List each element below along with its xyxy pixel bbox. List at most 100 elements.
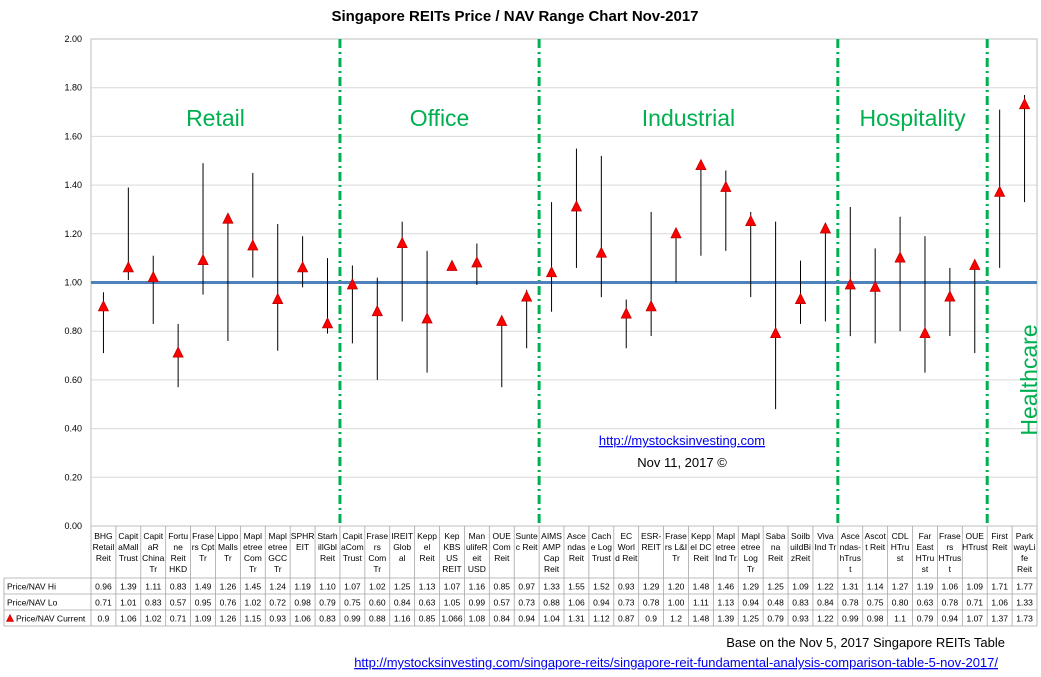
footer-link[interactable]: http://mystocksinvesting.com/singapore-r… <box>354 655 998 670</box>
category-label: Kep KBS US REIT <box>442 531 461 574</box>
table-cell: 1.49 <box>195 582 212 592</box>
table-cell: 0.71 <box>95 598 112 608</box>
current-marker <box>695 158 707 171</box>
range-lines <box>102 95 1026 410</box>
category-label: Fortu ne Reit HKD <box>168 531 188 574</box>
current-marker <box>371 304 383 317</box>
table-cell: 1.15 <box>245 614 262 624</box>
table-cell: 0.83 <box>792 598 809 608</box>
table-cell: 0.93 <box>269 614 286 624</box>
table-cell: 1.09 <box>195 614 212 624</box>
table-cell: 1.25 <box>394 582 411 592</box>
y-tick-label: 1.00 <box>64 278 82 288</box>
category-label: Capit aCom Trust <box>341 531 364 563</box>
table-cell: 1.05 <box>444 598 461 608</box>
category-label: Asce ndas Reit <box>567 531 586 563</box>
category-label: Mapl etree Ind Tr <box>715 531 737 563</box>
table-cell: 0.88 <box>369 614 386 624</box>
category-label: Far East HTru st <box>916 531 935 574</box>
category-label: ESR-REIT <box>641 531 661 552</box>
category-label: SPHR EIT <box>291 531 315 552</box>
category-label: OUE Com Reit <box>493 531 512 563</box>
table-cell: 0.75 <box>344 598 361 608</box>
current-marker <box>222 212 234 224</box>
table-cell: 1.33 <box>1016 598 1033 608</box>
table-cell: 1.16 <box>394 614 411 624</box>
table-row-label: Price/NAV Hi <box>7 582 56 592</box>
category-label: Kepp el Reit <box>417 531 437 563</box>
table-cell: 1.29 <box>643 582 660 592</box>
table-cell: 0.97 <box>518 582 535 592</box>
table-cell: 1.46 <box>718 582 735 592</box>
table-cell: 0.88 <box>543 598 560 608</box>
table-cell: 0.71 <box>966 598 983 608</box>
category-label: IREIT Glob al <box>391 531 413 563</box>
table-cell: 0.84 <box>817 598 834 608</box>
current-marker <box>745 214 757 227</box>
category-label: Lippo Malls Tr <box>218 531 239 563</box>
table-cell: 1.02 <box>145 614 162 624</box>
table-cell: 1.45 <box>245 582 262 592</box>
table-cell: 0.79 <box>767 614 784 624</box>
annotation-link[interactable]: http://mystocksinvesting.com <box>599 433 765 448</box>
current-marker <box>819 222 832 234</box>
current-marker <box>645 299 657 312</box>
table-cell: 0.73 <box>518 598 535 608</box>
category-label: Kepp el DC Reit <box>690 531 711 563</box>
table-cell: 1.04 <box>543 614 560 624</box>
table-cell: 1.12 <box>593 614 610 624</box>
current-marker <box>944 290 956 302</box>
category-label: AIMS AMP Cap Reit <box>541 531 562 574</box>
table-cell: 1.26 <box>220 614 237 624</box>
current-marker <box>396 236 408 248</box>
table-cell: 1.77 <box>1016 582 1033 592</box>
category-label: Capit aR China Tr <box>142 531 164 574</box>
table-cell: 0.79 <box>319 598 336 608</box>
table-cell: 0.94 <box>942 614 959 624</box>
table-cell: 0.78 <box>643 598 660 608</box>
current-markers <box>97 97 1031 358</box>
table-cell: 1.26 <box>220 582 237 592</box>
current-marker <box>521 290 533 302</box>
table-cell: 0.83 <box>319 614 336 624</box>
table-cell: 1.13 <box>419 582 436 592</box>
table-cell: 1.09 <box>966 582 983 592</box>
current-marker <box>421 312 433 324</box>
table-cell: 0.98 <box>867 614 884 624</box>
sector-label-retail: Retail <box>186 105 245 131</box>
table-cell: 1.06 <box>294 614 311 624</box>
category-label: Man ulifeR eit USD <box>466 531 488 574</box>
table-cell: 0.84 <box>493 614 510 624</box>
table-cell: 0.48 <box>767 598 784 608</box>
footer-note: Base on the Nov 5, 2017 Singapore REITs … <box>726 635 1005 650</box>
table-cell: 0.85 <box>493 582 510 592</box>
table-cell: 1.39 <box>120 582 137 592</box>
table-cell: 0.79 <box>917 614 934 624</box>
table-cell: 0.75 <box>867 598 884 608</box>
table-cell: 1.31 <box>568 614 585 624</box>
y-axis: 0.00 0.20 0.40 0.60 0.80 1.00 1.20 1.40 1.60 1.80… <box>64 34 82 531</box>
current-marker <box>471 256 483 268</box>
y-tick-label: 2.00 <box>64 34 82 44</box>
current-marker <box>247 239 259 251</box>
table-cell: 0.78 <box>842 598 859 608</box>
category-label: BHG Retail Reit <box>93 531 115 563</box>
table-cell: 1.33 <box>543 582 560 592</box>
table-cell: 1.09 <box>792 582 809 592</box>
table-cell: 0.94 <box>593 598 610 608</box>
table-cell: 0.60 <box>369 598 386 608</box>
table-cell: 1.27 <box>892 582 909 592</box>
table-cell: 0.76 <box>220 598 237 608</box>
category-label: Capit aMall Trust <box>118 531 139 563</box>
table-cell: 0.96 <box>95 582 112 592</box>
table-cell: 1.55 <box>568 582 585 592</box>
sector-label-industrial: Industrial <box>642 105 735 131</box>
sector-label-hospitality: Hospitality <box>859 105 966 131</box>
current-marker <box>446 259 458 271</box>
table-cell: 1.29 <box>742 582 759 592</box>
table-cell: 1.08 <box>469 614 486 624</box>
table-cell: 1.07 <box>344 582 361 592</box>
current-marker <box>620 307 632 319</box>
current-marker <box>720 180 732 192</box>
